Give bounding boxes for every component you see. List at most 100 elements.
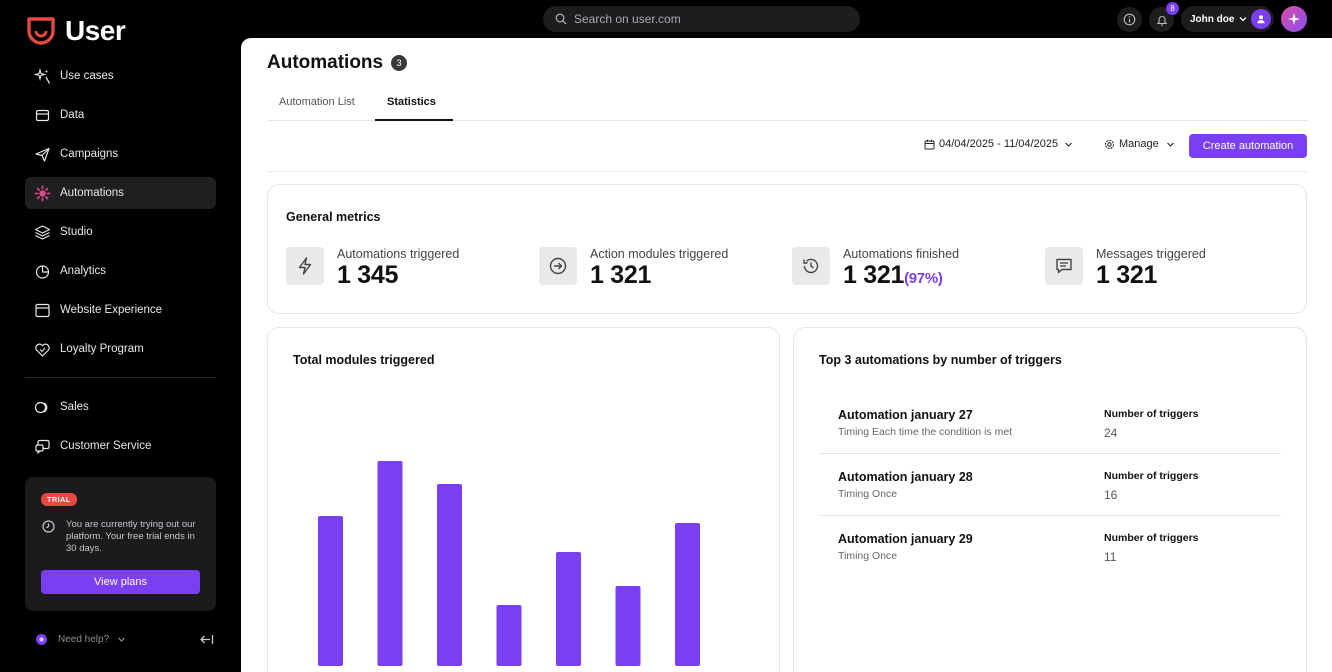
metric-icon-box (286, 247, 324, 285)
user-name: John doe (1190, 13, 1235, 25)
bell-icon (1156, 15, 1167, 26)
person-icon (1257, 15, 1265, 24)
automation-icon (34, 185, 51, 201)
metric-label: Automations finished (843, 247, 960, 261)
sidebar-divider (25, 377, 216, 378)
info-button[interactable] (1117, 7, 1142, 32)
view-plans-button[interactable]: View plans (41, 570, 200, 594)
metric-label: Messages triggered (1096, 247, 1206, 261)
sidebar-item-use-cases[interactable]: Use cases (25, 60, 216, 92)
automation-name: Automation january 28 (838, 470, 973, 484)
chevron-down-icon (118, 637, 126, 642)
avatar (1251, 9, 1271, 29)
top-automations-card: Top 3 automations by number of triggers … (793, 327, 1307, 672)
trial-card: TRIAL You are currently trying out our p… (25, 477, 216, 611)
logo-icon (27, 17, 55, 45)
sidebar-item-studio[interactable]: Studio (25, 216, 216, 248)
card-title: General metrics (286, 210, 381, 224)
metric-automations-finished: Automations finished 1 321(97%) (792, 247, 959, 290)
metric-label: Automations triggered (337, 247, 460, 261)
help-bubble-icon (36, 634, 47, 645)
search-input[interactable]: Search on user.com (543, 6, 860, 32)
manage-label: Manage (1119, 138, 1159, 150)
ai-assistant-button[interactable] (1281, 6, 1307, 32)
list-item[interactable]: Automation january 27 Timing Each time t… (819, 392, 1281, 454)
lightning-icon (298, 257, 312, 275)
sidebar-item-automations[interactable]: Automations (25, 177, 216, 209)
sidebar-item-sales[interactable]: Sales (25, 391, 216, 423)
date-range-picker[interactable]: 04/04/2025 - 11/04/2025 (924, 138, 1077, 150)
calendar-icon (924, 139, 935, 149)
user-menu[interactable]: John doe (1181, 6, 1274, 32)
list-item[interactable]: Automation january 28 Timing Once Number… (819, 454, 1281, 516)
sidebar-item-label: Automations (60, 187, 124, 199)
sidebar-item-label: Loyalty Program (60, 343, 144, 355)
automation-name: Automation january 27 (838, 408, 973, 422)
sidebar-item-website-experience[interactable]: Website Experience (25, 294, 216, 326)
metric-percentage: (97%) (904, 270, 943, 287)
date-range-value: 04/04/2025 - 11/04/2025 (939, 138, 1059, 150)
sidebar-item-campaigns[interactable]: Campaigns (25, 138, 216, 170)
metric-icon-box (1045, 247, 1083, 285)
metric-label: Action modules triggered (590, 247, 729, 261)
triggers-value: 16 (1104, 488, 1118, 502)
top-bar: Search on user.com 8 John doe (0, 0, 1332, 38)
sidebar-item-label: Data (60, 109, 85, 121)
metric-value: 1 345 (337, 261, 399, 289)
main-panel: Automations 3 Automation List Statistics… (241, 38, 1332, 672)
chart-bar[interactable] (377, 461, 403, 666)
automation-timing: Timing Once (838, 550, 898, 562)
automation-timing: Timing Each time the condition is met (838, 426, 1013, 438)
total-modules-chart-card: Total modules triggered March24March25Ma… (267, 327, 780, 672)
chart-bar[interactable] (437, 484, 462, 666)
chart-bar[interactable] (318, 516, 343, 666)
sidebar-item-analytics[interactable]: Analytics (25, 255, 216, 287)
metric-value: 1 321 (590, 261, 652, 289)
sidebar-item-label: Analytics (60, 265, 107, 277)
collapse-sidebar-button[interactable] (199, 633, 214, 651)
page-title: Automations 3 (267, 52, 408, 74)
history-icon (803, 258, 819, 274)
chart-bar[interactable] (496, 605, 522, 666)
search-icon (555, 13, 567, 25)
create-automation-button[interactable]: Create automation (1189, 134, 1307, 158)
tab-statistics[interactable]: Statistics (387, 96, 436, 108)
chart-bar[interactable] (615, 586, 641, 666)
notifications-badge: 8 (1166, 2, 1179, 15)
triggers-header: Number of triggers (1104, 470, 1199, 482)
sidebar-item-loyalty-program[interactable]: Loyalty Program (25, 333, 216, 365)
clock-icon (42, 520, 55, 533)
browser-window-icon (35, 303, 50, 317)
metric-automations-triggered: Automations triggered 1 345 (286, 247, 459, 290)
gear-icon (1104, 139, 1115, 149)
sparkle-icon (34, 67, 51, 84)
manage-dropdown[interactable]: Manage (1104, 138, 1179, 150)
trial-message: You are currently trying out our platfor… (66, 519, 196, 554)
tab-automation-list[interactable]: Automation List (279, 96, 355, 108)
general-metrics-card: General metrics Automations triggered 1 … (267, 184, 1307, 314)
card-title: Total modules triggered (293, 353, 435, 367)
sidebar-item-label: Use cases (60, 70, 114, 82)
help-menu[interactable]: Need help? (35, 633, 126, 646)
metric-action-modules-triggered: Action modules triggered 1 321 (539, 247, 728, 290)
automation-timing: Timing Once (838, 488, 898, 500)
app-logo[interactable]: User (25, 15, 126, 47)
metric-icon-box (792, 247, 830, 285)
sidebar-item-data[interactable]: Data (25, 99, 216, 131)
page-title-text: Automations (267, 52, 384, 73)
sidebar-item-label: Customer Service (60, 440, 152, 452)
list-item[interactable]: Automation january 29 Timing Once Number… (819, 516, 1281, 578)
sidebar-item-customer-service[interactable]: Customer Service (25, 430, 216, 462)
layers-icon (34, 224, 51, 240)
triggers-header: Number of triggers (1104, 408, 1199, 420)
heart-badge-icon (35, 343, 50, 357)
active-tab-indicator (375, 119, 453, 121)
paper-plane-icon (35, 147, 50, 162)
chart-bar[interactable] (556, 552, 581, 666)
sidebar-item-label: Studio (60, 226, 93, 238)
chart-bar[interactable] (675, 523, 700, 666)
tab-bar: Automation List Statistics (267, 90, 1308, 121)
pie-chart-icon (35, 264, 50, 279)
arrow-circle-icon (549, 257, 567, 275)
toolbar-divider (267, 171, 1308, 172)
